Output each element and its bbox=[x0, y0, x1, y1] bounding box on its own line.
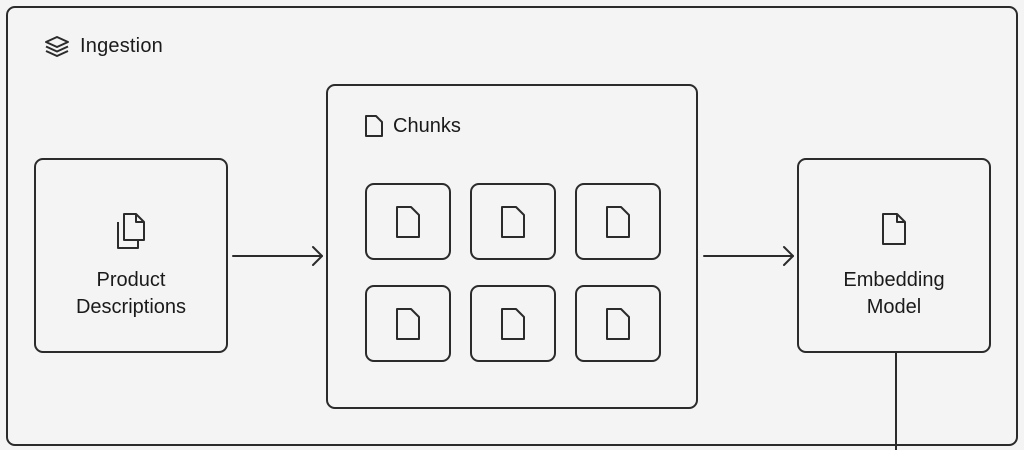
document-icon bbox=[604, 205, 632, 239]
document-icon bbox=[499, 205, 527, 239]
document-icon bbox=[880, 213, 908, 250]
product-descriptions-label-line2: Descriptions bbox=[75, 296, 187, 318]
document-icon bbox=[499, 307, 527, 341]
arrow-chunks-to-model bbox=[703, 246, 794, 266]
chunk-tile bbox=[365, 183, 451, 260]
chunk-tile bbox=[365, 285, 451, 362]
ingestion-title-text: Ingestion bbox=[80, 34, 163, 57]
product-descriptions-label-line1: Product bbox=[96, 269, 166, 291]
embedding-model-label-line1: Embedding bbox=[843, 269, 945, 291]
chunk-tile bbox=[470, 183, 556, 260]
ingestion-title: Ingestion bbox=[44, 33, 163, 59]
chunk-tile bbox=[575, 183, 661, 260]
document-icon bbox=[364, 114, 384, 138]
document-icon bbox=[394, 307, 422, 341]
document-icon bbox=[604, 307, 632, 341]
document-icon bbox=[394, 205, 422, 239]
embedding-model-label-line2: Model bbox=[866, 296, 922, 318]
chunks-label: Chunks bbox=[393, 114, 461, 137]
copy-documents-icon bbox=[114, 213, 148, 254]
chunk-tile bbox=[575, 285, 661, 362]
layers-icon bbox=[44, 35, 70, 57]
arrow-source-to-chunks bbox=[232, 246, 323, 266]
embedding-model-node: Embedding Model bbox=[797, 158, 991, 353]
product-descriptions-node: Product Descriptions bbox=[34, 158, 228, 353]
chunks-node: Chunks bbox=[326, 84, 698, 409]
chunk-tile bbox=[470, 285, 556, 362]
